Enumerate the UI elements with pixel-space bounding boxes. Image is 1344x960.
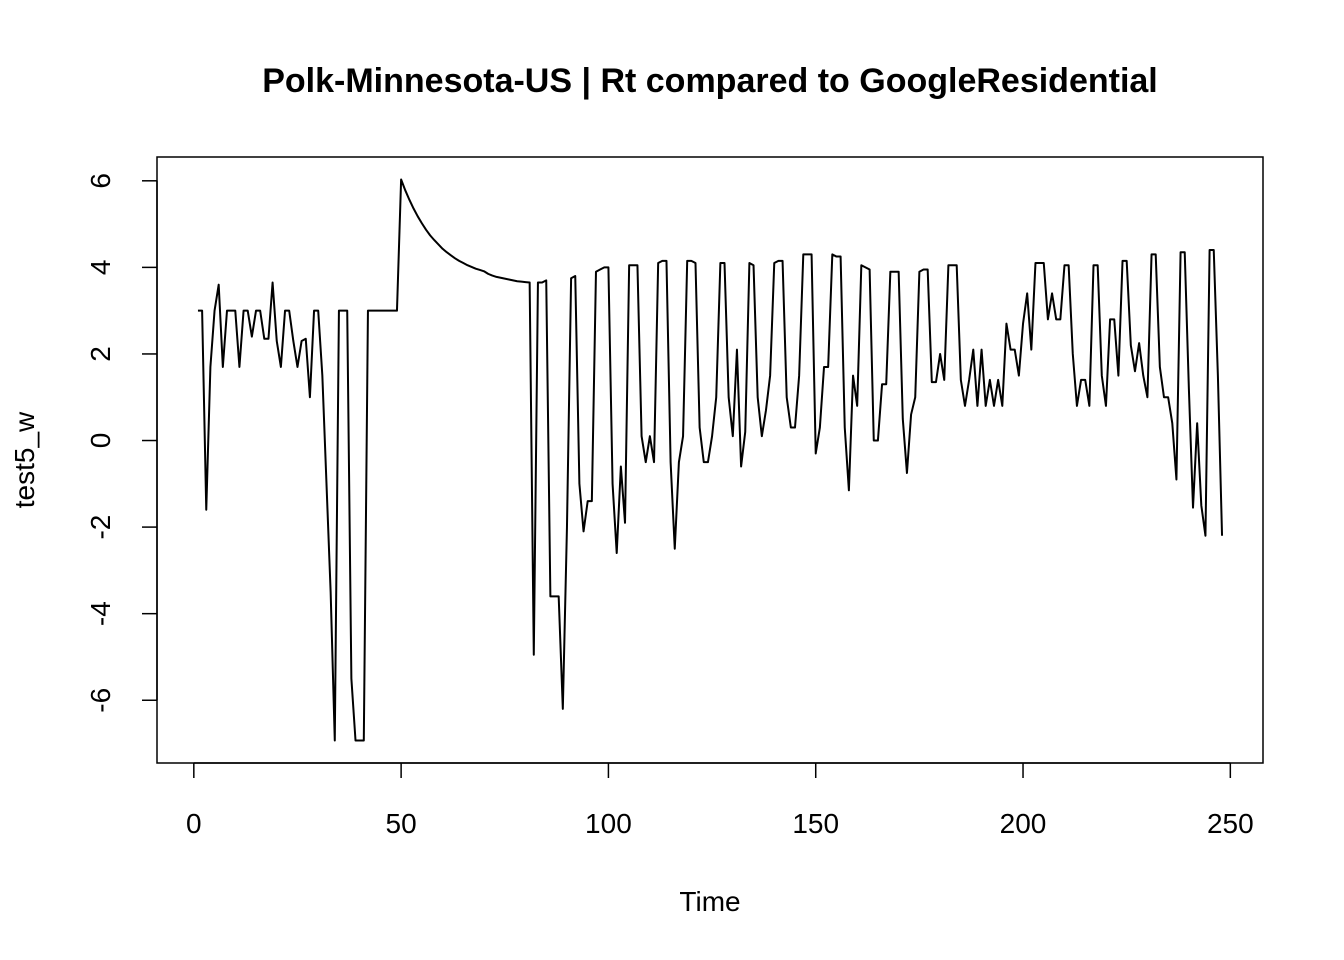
- y-tick-label: 2: [85, 346, 116, 362]
- x-tick-label: 200: [1000, 808, 1047, 839]
- plot-box: [156, 156, 1264, 764]
- y-tick-label: -6: [85, 688, 116, 713]
- x-tick-label: 250: [1207, 808, 1254, 839]
- x-tick-label: 50: [386, 808, 417, 839]
- y-tick-label: 4: [85, 260, 116, 276]
- y-tick-label: -4: [85, 601, 116, 626]
- y-tick-label: 0: [85, 433, 116, 449]
- x-tick-label: 0: [186, 808, 202, 839]
- series-line: [197, 178, 1224, 742]
- x-tick-label: 150: [792, 808, 839, 839]
- chart-title: Polk-Minnesota-US | Rt compared to Googl…: [262, 62, 1158, 100]
- x-axis-label: Time: [679, 886, 740, 917]
- y-tick-label: 6: [85, 173, 116, 189]
- x-tick-label: 100: [585, 808, 632, 839]
- y-axis-label: test5_w: [9, 411, 40, 508]
- y-tick-label: -2: [85, 515, 116, 540]
